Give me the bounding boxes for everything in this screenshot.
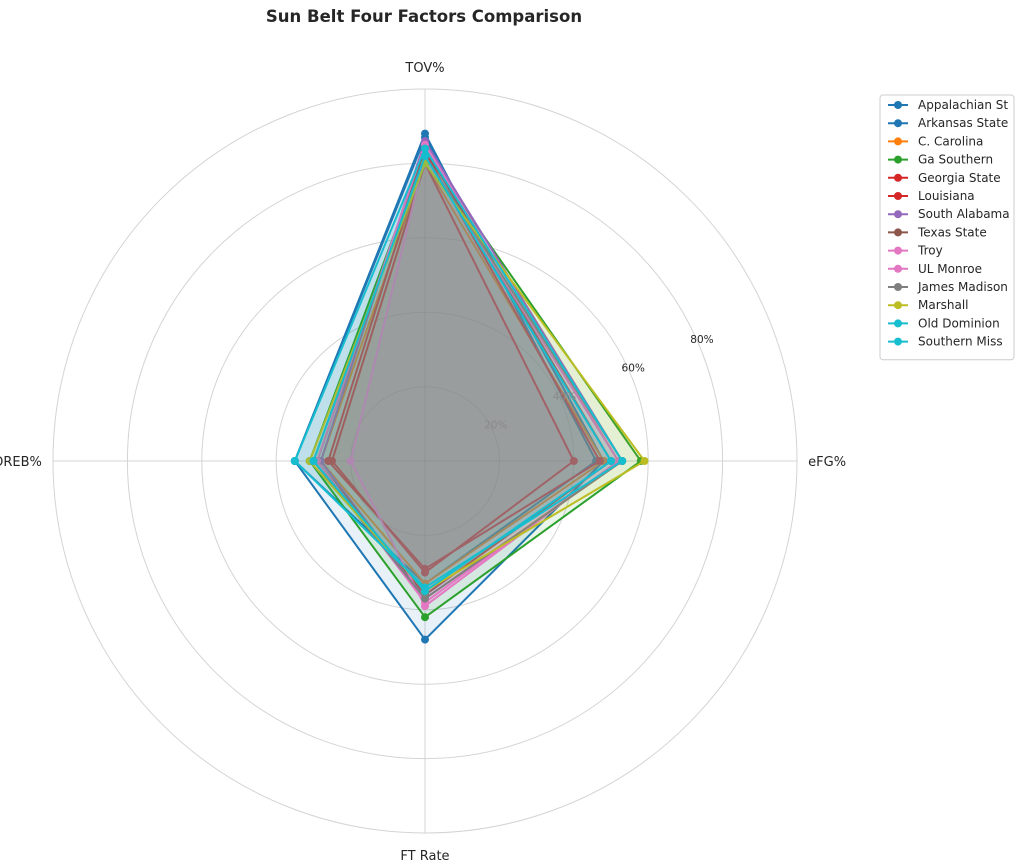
chart-title: Sun Belt Four Factors Comparison bbox=[266, 7, 582, 26]
legend-marker bbox=[894, 246, 902, 255]
series-area bbox=[313, 156, 611, 592]
series-area bbox=[294, 133, 597, 584]
radial-tick-label: 40% bbox=[553, 391, 576, 403]
legend-label: Arkansas State bbox=[918, 116, 1008, 130]
legend-label: UL Monroe bbox=[918, 262, 982, 276]
series-point bbox=[421, 583, 429, 592]
series-point bbox=[346, 457, 355, 465]
series-point bbox=[618, 457, 627, 465]
legend-label: Old Dominion bbox=[918, 316, 1000, 330]
series-area bbox=[328, 152, 600, 569]
series-area bbox=[350, 156, 619, 607]
series-point bbox=[309, 457, 318, 465]
series-group bbox=[290, 144, 627, 592]
radial-tick-label: 60% bbox=[622, 363, 645, 375]
axis-label: TOV% bbox=[404, 61, 444, 76]
axis-label: FT Rate bbox=[400, 849, 449, 864]
legend-label: Georgia State bbox=[918, 171, 1001, 185]
series-point bbox=[640, 457, 649, 465]
axis-label: OREB% bbox=[0, 455, 42, 470]
series-polygons bbox=[290, 129, 649, 644]
legend-marker bbox=[894, 192, 902, 200]
series-point bbox=[421, 594, 429, 603]
legend: Appalachian St Arkansas State C. Carolina G… bbox=[879, 94, 1015, 361]
legend-label: Marshall bbox=[918, 298, 969, 312]
series-area bbox=[313, 156, 623, 599]
series-point bbox=[290, 457, 299, 465]
legend-marker bbox=[894, 137, 902, 146]
axis-labels: eFG% TOV% OREB% FT Rate bbox=[0, 61, 846, 864]
series-area bbox=[294, 148, 623, 588]
series-point bbox=[595, 457, 604, 465]
series-point bbox=[421, 613, 429, 622]
series-area bbox=[317, 144, 619, 603]
legend-label: Southern Miss bbox=[918, 335, 1003, 349]
legend-marker bbox=[894, 228, 902, 237]
legend-marker bbox=[894, 210, 902, 219]
legend-label: Ga Southern bbox=[918, 153, 993, 167]
series-point bbox=[421, 144, 429, 153]
legend-marker bbox=[894, 155, 902, 164]
legend-label: Texas State bbox=[917, 225, 987, 239]
series-area bbox=[309, 163, 645, 592]
radial-tick-label: 20% bbox=[484, 420, 507, 432]
legend-label: James Madison bbox=[917, 280, 1008, 294]
legend-label: Troy bbox=[917, 244, 943, 258]
legend-label: C. Carolina bbox=[918, 134, 983, 148]
legend-marker bbox=[894, 301, 902, 310]
legend-marker bbox=[894, 173, 902, 182]
radial-tick-label: 80% bbox=[690, 334, 713, 346]
series-area bbox=[332, 163, 574, 573]
legend-label: South Alabama bbox=[918, 207, 1010, 221]
legend-label: Appalachian St bbox=[918, 98, 1008, 112]
axis-label: eFG% bbox=[808, 455, 846, 470]
legend-marker bbox=[894, 264, 902, 273]
legend-marker bbox=[894, 337, 902, 346]
legend-marker bbox=[894, 283, 902, 291]
legend-label: Louisiana bbox=[918, 189, 975, 203]
legend-marker bbox=[894, 119, 902, 128]
legend-marker bbox=[894, 101, 902, 109]
radial-tick-labels: 20% 40% 60% 80% bbox=[484, 334, 714, 431]
legend-frame bbox=[879, 94, 1015, 361]
series-area bbox=[317, 148, 611, 595]
legend-marker bbox=[894, 319, 902, 328]
series-point bbox=[607, 457, 615, 465]
series-point bbox=[569, 457, 578, 465]
series-group bbox=[324, 148, 604, 573]
series-point bbox=[421, 635, 429, 644]
series-point bbox=[421, 564, 429, 573]
series-point bbox=[324, 457, 333, 465]
series-area bbox=[320, 141, 623, 599]
